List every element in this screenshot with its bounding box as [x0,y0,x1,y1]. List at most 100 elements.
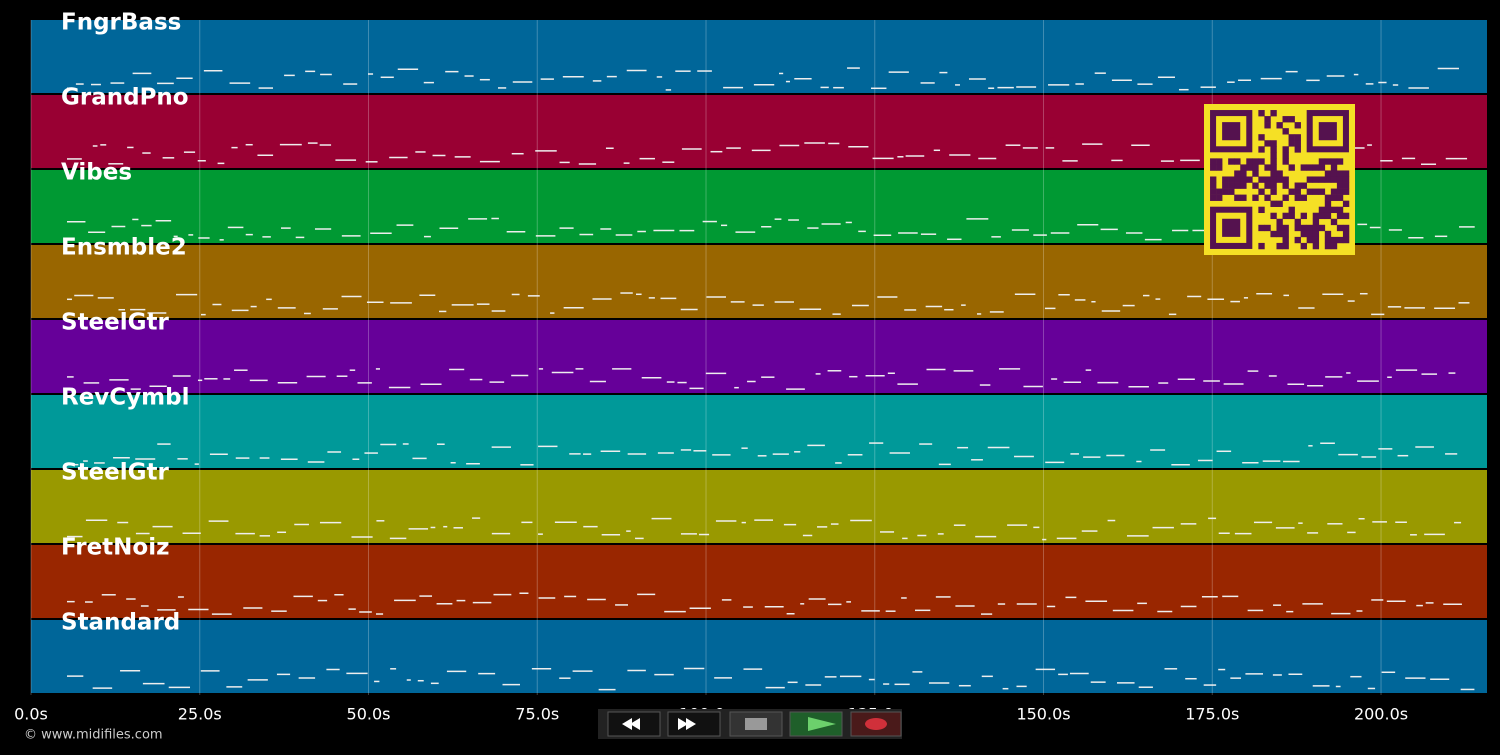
qr-module [1246,164,1253,171]
qr-module [1264,122,1271,129]
qr-module [1294,122,1301,129]
qr-module [1252,164,1259,171]
qr-module [1294,218,1301,226]
qr-module [1324,230,1332,238]
forward-button[interactable] [667,711,721,737]
qr-module [1210,188,1217,195]
qr-module [1264,224,1271,232]
qr-finder [1210,110,1253,153]
qr-module [1318,176,1326,183]
qr-module [1288,188,1295,195]
qr-module [1324,176,1332,183]
qr-module [1306,236,1314,244]
qr-module [1258,176,1265,183]
qr-module [1216,158,1223,165]
track-name: FngrBass [61,10,181,36]
stop-button[interactable] [729,711,783,737]
qr-module [1312,224,1320,232]
qr-finder [1318,122,1337,141]
track-name: Standard [61,610,180,636]
qr-module [1342,212,1350,220]
qr-module [1276,242,1283,250]
qr-module [1222,188,1229,195]
qr-module [1240,170,1247,177]
qr-module [1318,188,1326,195]
qr-module [1300,224,1307,232]
qr-module [1240,176,1247,183]
track-band [31,320,1487,393]
qr-module [1216,188,1223,195]
qr-module [1258,110,1265,117]
qr-module [1270,182,1277,189]
qr-module [1270,140,1277,147]
qr-module [1342,170,1350,177]
qr-module [1294,224,1301,232]
qr-module [1336,182,1344,189]
qr-module [1330,218,1338,226]
qr-module [1324,236,1332,244]
qr-module [1342,176,1350,183]
rewind-button[interactable] [607,711,661,737]
qr-module [1282,158,1289,165]
qr-module [1336,236,1344,244]
qr-module [1330,206,1338,214]
qr-module [1270,152,1277,159]
qr-module [1306,188,1314,195]
qr-module [1210,158,1217,165]
qr-module [1282,224,1289,232]
qr-module [1252,170,1259,177]
qr-module [1276,200,1283,207]
tick-label: 25.0s [178,705,222,724]
track-band [31,545,1487,618]
qr-module [1246,158,1253,165]
tick-label: 175.0s [1185,705,1239,724]
qr-module [1228,182,1235,189]
qr-module [1234,176,1241,183]
qr-module [1210,176,1217,183]
tick-label: 75.0s [515,705,559,724]
qr-module [1288,116,1295,123]
qr-module [1270,212,1277,220]
qr-module [1210,182,1217,189]
qr-module [1324,206,1332,214]
qr-module [1258,158,1265,165]
qr-module [1294,146,1301,153]
track-name: Vibes [61,160,132,186]
qr-module [1282,116,1289,123]
qr-module [1258,146,1265,153]
qr-module [1294,188,1301,195]
qr-module [1288,212,1295,220]
qr-module [1288,134,1295,141]
qr-module [1336,170,1344,177]
tick-label: 50.0s [347,705,391,724]
qr-module [1282,242,1289,250]
qr-module [1294,236,1301,244]
transport [598,709,902,739]
qr-module [1282,146,1289,153]
qr-module [1312,230,1320,238]
qr-module [1330,242,1338,250]
qr-module [1252,182,1259,189]
qr-module [1228,176,1235,183]
qr-module [1264,176,1271,183]
qr-module [1276,218,1283,226]
qr-module [1264,194,1271,201]
qr-module [1342,200,1350,207]
qr-module [1306,164,1314,171]
qr-module [1336,158,1344,165]
qr-module [1306,176,1314,183]
qr-module [1294,194,1301,201]
qr-module [1324,194,1332,201]
notes [67,592,1462,615]
notes [67,67,1459,91]
track-name: FretNoiz [61,535,170,561]
play-button[interactable] [789,711,843,737]
qr-module [1294,134,1301,141]
qr-module [1264,140,1271,147]
qr-module [1342,236,1350,244]
qr-module [1324,212,1332,220]
record-button[interactable] [850,711,902,737]
qr-module [1336,206,1344,214]
qr-module [1222,182,1229,189]
